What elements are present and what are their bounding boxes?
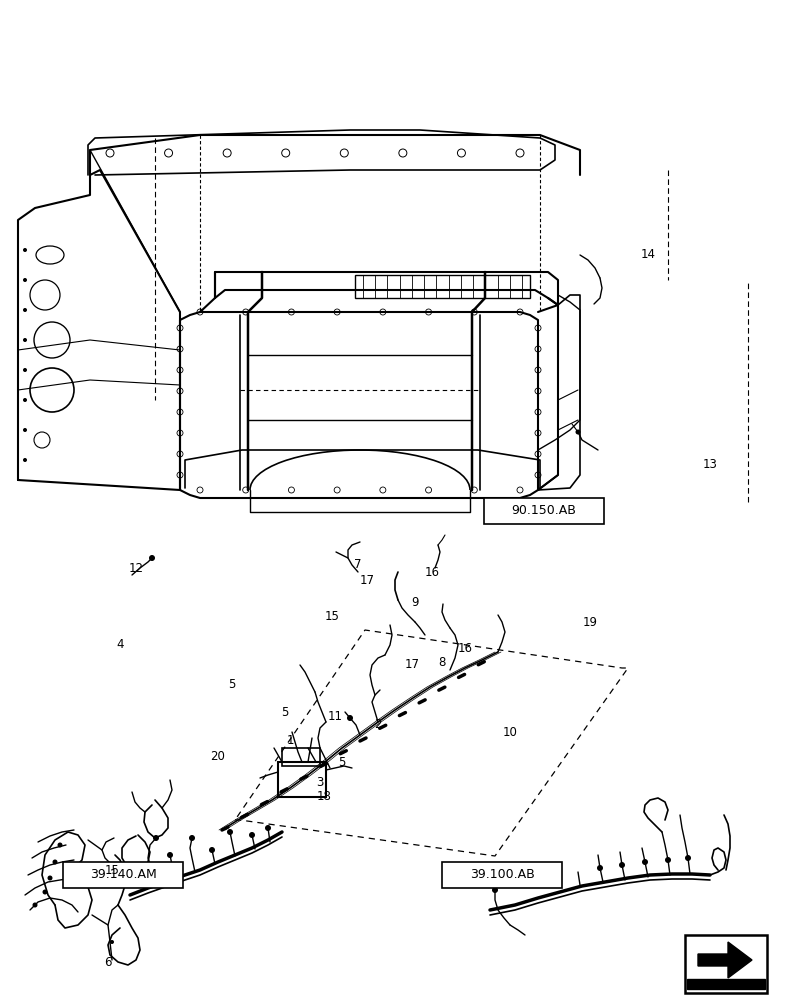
Circle shape: [23, 278, 27, 282]
Text: 17: 17: [359, 574, 374, 586]
Text: 16: 16: [457, 642, 472, 654]
Text: 39.140.AM: 39.140.AM: [89, 868, 157, 882]
Polygon shape: [697, 942, 751, 978]
Circle shape: [109, 940, 114, 944]
Text: 14: 14: [640, 248, 654, 261]
Circle shape: [227, 829, 233, 835]
Circle shape: [23, 398, 27, 402]
Circle shape: [208, 847, 215, 853]
Circle shape: [32, 902, 37, 908]
Circle shape: [167, 852, 173, 858]
Circle shape: [618, 862, 624, 868]
Text: 7: 7: [354, 558, 362, 572]
Text: 13: 13: [702, 458, 717, 472]
Circle shape: [42, 890, 47, 894]
Circle shape: [23, 458, 27, 462]
Bar: [441, 862, 561, 888]
Bar: [684, 935, 766, 993]
Bar: [483, 498, 603, 524]
Text: 5: 5: [338, 756, 345, 768]
Circle shape: [642, 859, 647, 865]
Text: 19: 19: [581, 615, 597, 629]
Circle shape: [47, 876, 53, 880]
Circle shape: [58, 842, 62, 848]
Text: 39.100.AB: 39.100.AB: [469, 868, 534, 882]
Circle shape: [23, 338, 27, 342]
Bar: [686, 979, 764, 989]
Text: 4: 4: [116, 639, 123, 652]
Circle shape: [23, 428, 27, 432]
Circle shape: [53, 859, 58, 864]
Circle shape: [491, 887, 497, 893]
Text: 15: 15: [105, 863, 119, 876]
Bar: [281, 748, 320, 766]
Text: 10: 10: [502, 726, 517, 738]
Text: 2: 2: [374, 718, 381, 730]
Text: 11: 11: [327, 710, 342, 722]
Text: 8: 8: [438, 656, 445, 668]
Circle shape: [249, 832, 255, 838]
Text: 6: 6: [104, 956, 112, 968]
Bar: [277, 762, 325, 797]
Circle shape: [23, 308, 27, 312]
Circle shape: [23, 248, 27, 252]
Bar: [63, 862, 182, 888]
Circle shape: [23, 368, 27, 372]
Text: 20: 20: [210, 750, 225, 762]
Circle shape: [264, 825, 271, 831]
Circle shape: [596, 865, 603, 871]
Text: 15: 15: [324, 610, 339, 624]
Circle shape: [346, 715, 353, 721]
Bar: [354, 275, 530, 298]
Text: 3: 3: [316, 776, 324, 788]
Circle shape: [684, 855, 690, 861]
Text: 1: 1: [286, 734, 294, 746]
Circle shape: [664, 857, 670, 863]
Text: 16: 16: [424, 566, 439, 578]
Circle shape: [148, 555, 155, 561]
Circle shape: [575, 430, 580, 434]
Text: 5: 5: [228, 678, 235, 692]
Text: 90.150.AB: 90.150.AB: [511, 504, 576, 518]
Text: 9: 9: [410, 595, 418, 608]
Text: 17: 17: [404, 658, 419, 672]
Text: 12: 12: [128, 562, 144, 574]
Circle shape: [152, 835, 159, 841]
Text: 5: 5: [281, 706, 289, 718]
Circle shape: [189, 835, 195, 841]
Text: 18: 18: [316, 790, 331, 802]
